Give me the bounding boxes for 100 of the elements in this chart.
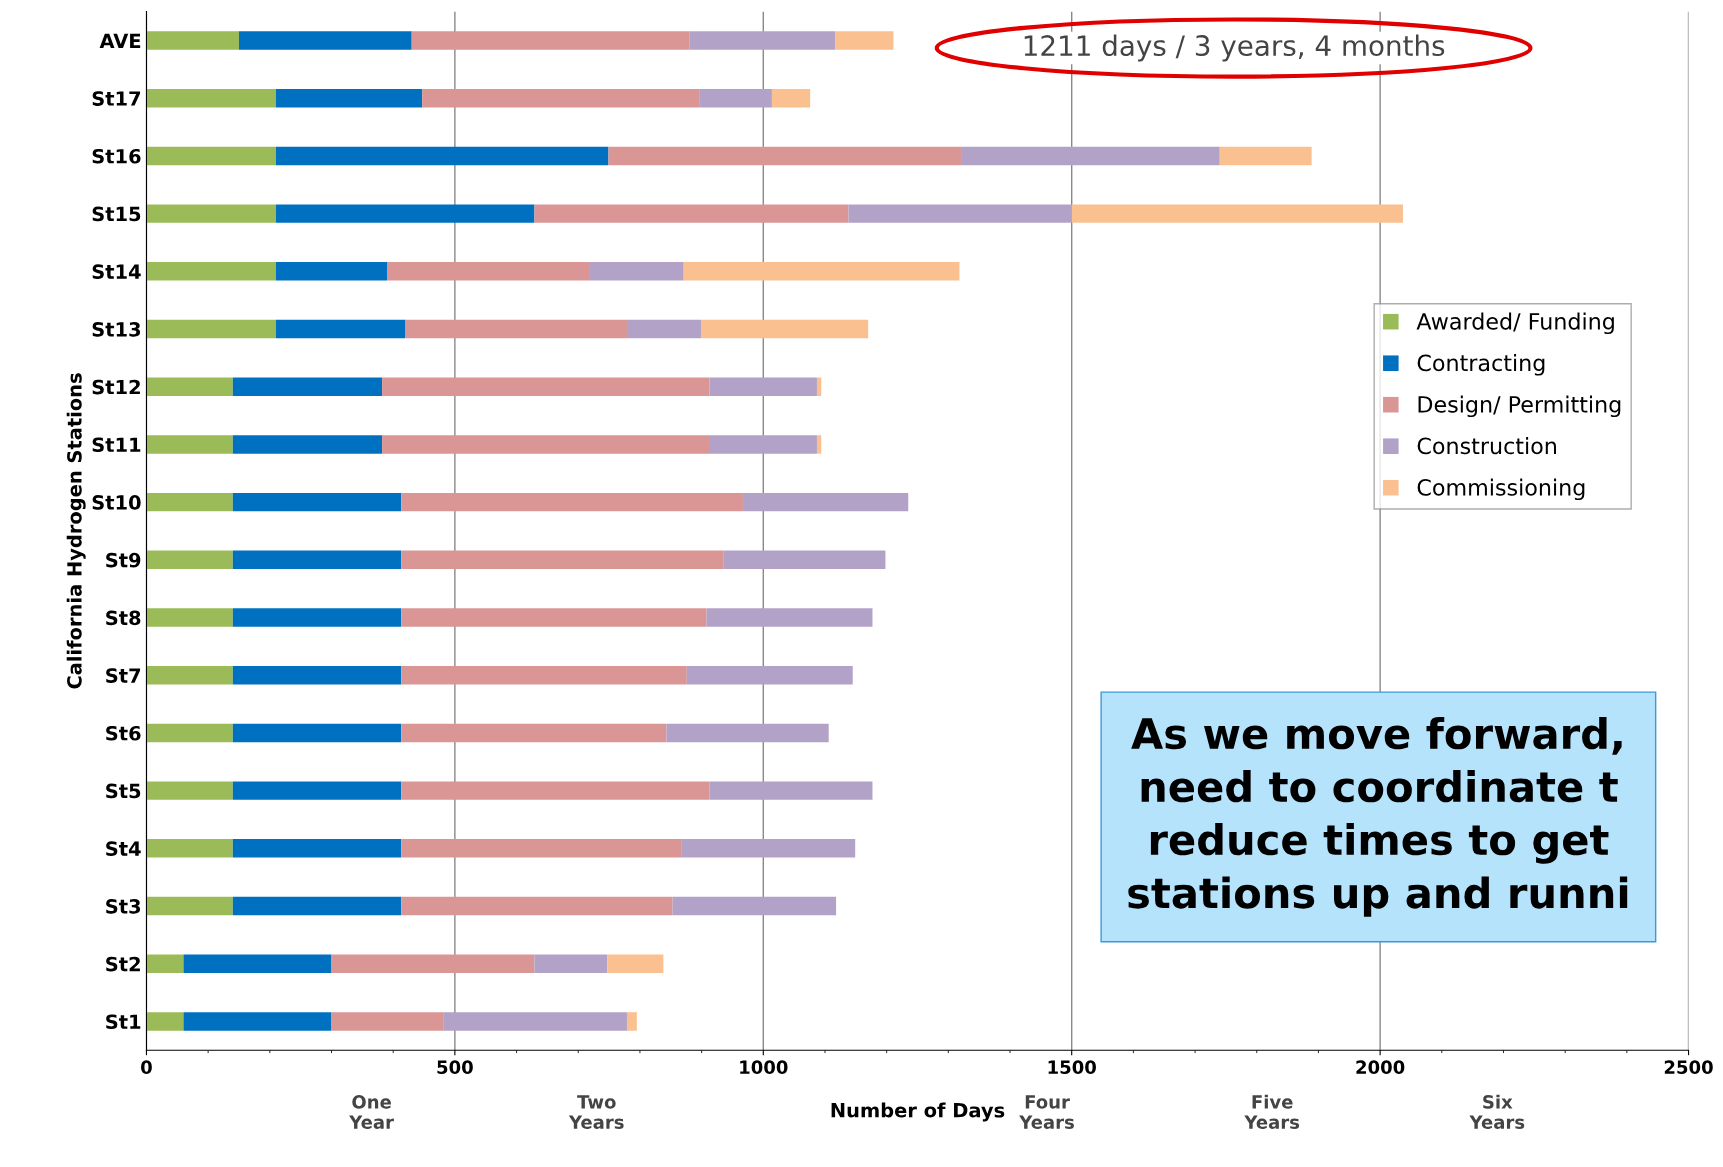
x-axis-title: Number of Days <box>831 1102 1005 1122</box>
bar <box>723 550 886 570</box>
text: Five Years <box>1244 1094 1300 1129</box>
bar <box>238 31 412 50</box>
bar <box>146 666 233 685</box>
bar <box>146 204 276 223</box>
bar <box>401 781 710 800</box>
x-tick-label: 1500 <box>1048 1060 1096 1074</box>
bar <box>683 262 960 281</box>
bar <box>146 146 276 166</box>
bar <box>275 88 423 108</box>
y-tick-label: St3 <box>106 899 141 914</box>
bar <box>232 492 402 512</box>
bar <box>401 550 724 570</box>
bar <box>709 377 817 396</box>
bar <box>232 377 383 396</box>
bar <box>275 319 406 339</box>
x-tick-label: 500 <box>437 1060 473 1074</box>
bar <box>382 435 710 454</box>
y-tick-label: St2 <box>106 956 140 972</box>
text: Four Years <box>1019 1095 1074 1129</box>
bar <box>742 492 909 512</box>
bar <box>686 666 853 685</box>
annotation: As we move forward, need to coordinate t reduce times to get stations up and runni <box>1128 717 1628 917</box>
bar <box>835 31 894 50</box>
bar <box>422 88 700 108</box>
bar <box>232 723 402 743</box>
x-tick-label: 1000 <box>740 1060 788 1074</box>
legend-label: Commissioning <box>1417 478 1585 501</box>
bar <box>146 954 184 973</box>
legend-label: Contracting <box>1417 354 1545 376</box>
y-tick-label: St8 <box>106 610 141 626</box>
bar <box>146 31 239 50</box>
y-tick-label: St6 <box>106 725 141 741</box>
bar <box>275 204 535 223</box>
legend-label: Construction <box>1417 437 1556 455</box>
bar <box>146 1012 184 1031</box>
bar <box>709 435 817 454</box>
bar <box>232 435 383 454</box>
bar <box>1219 146 1312 166</box>
bar <box>848 204 1072 223</box>
bar <box>689 31 836 50</box>
y-tick-label: St10 <box>92 495 141 510</box>
bar <box>405 319 627 339</box>
bar <box>608 146 962 166</box>
bar <box>411 31 690 50</box>
bar <box>146 88 276 108</box>
bar <box>146 896 233 916</box>
y-tick-label: St7 <box>106 668 141 683</box>
bar <box>534 954 608 973</box>
y-tick-label: St9 <box>106 552 141 568</box>
bar <box>681 839 856 858</box>
bar <box>146 723 233 743</box>
bar <box>146 492 233 512</box>
bar <box>401 492 743 512</box>
y-tick-label: St11 <box>92 437 141 453</box>
bar <box>961 146 1220 166</box>
bar <box>183 1012 332 1031</box>
y-tick-label: St14 <box>92 264 141 279</box>
y-tick-label: St1 <box>106 1014 141 1030</box>
bar <box>699 88 772 108</box>
y-tick-label: St13 <box>92 321 141 337</box>
bar <box>232 666 402 685</box>
text: Two Years <box>568 1095 624 1129</box>
bar <box>146 839 233 858</box>
bar <box>709 781 873 800</box>
y-tick-label: St12 <box>92 379 140 395</box>
bar <box>331 1012 444 1031</box>
y-tick-label: AVE <box>99 33 141 48</box>
x-tick-label: 2500 <box>1664 1060 1713 1074</box>
annotation: 1211 days / 3 years, 4 months <box>1024 34 1445 62</box>
bar <box>232 550 402 570</box>
bar <box>275 146 609 166</box>
text: Six Years <box>1469 1094 1525 1129</box>
x-tick-label: 2000 <box>1356 1060 1405 1074</box>
bar <box>232 608 402 627</box>
bar <box>700 319 869 339</box>
y-tick-label: St5 <box>106 783 141 799</box>
bar <box>401 839 682 858</box>
bar <box>331 954 535 973</box>
bar <box>607 954 664 973</box>
bar <box>146 262 276 281</box>
bar <box>146 550 233 570</box>
bar <box>1071 204 1403 223</box>
bar <box>146 781 233 800</box>
y-tick-label: St16 <box>92 148 141 164</box>
bar <box>146 377 233 396</box>
y-tick-label: St15 <box>92 206 141 222</box>
bar <box>706 608 873 627</box>
bar <box>146 435 233 454</box>
bar <box>401 608 707 627</box>
bar <box>382 377 710 396</box>
bar <box>771 88 811 108</box>
bar <box>589 262 684 281</box>
bar <box>401 896 673 916</box>
x-tick-label: 0 <box>141 1060 152 1074</box>
bar <box>275 262 388 281</box>
bar <box>146 319 276 339</box>
bar <box>401 723 667 743</box>
bar <box>666 723 829 743</box>
